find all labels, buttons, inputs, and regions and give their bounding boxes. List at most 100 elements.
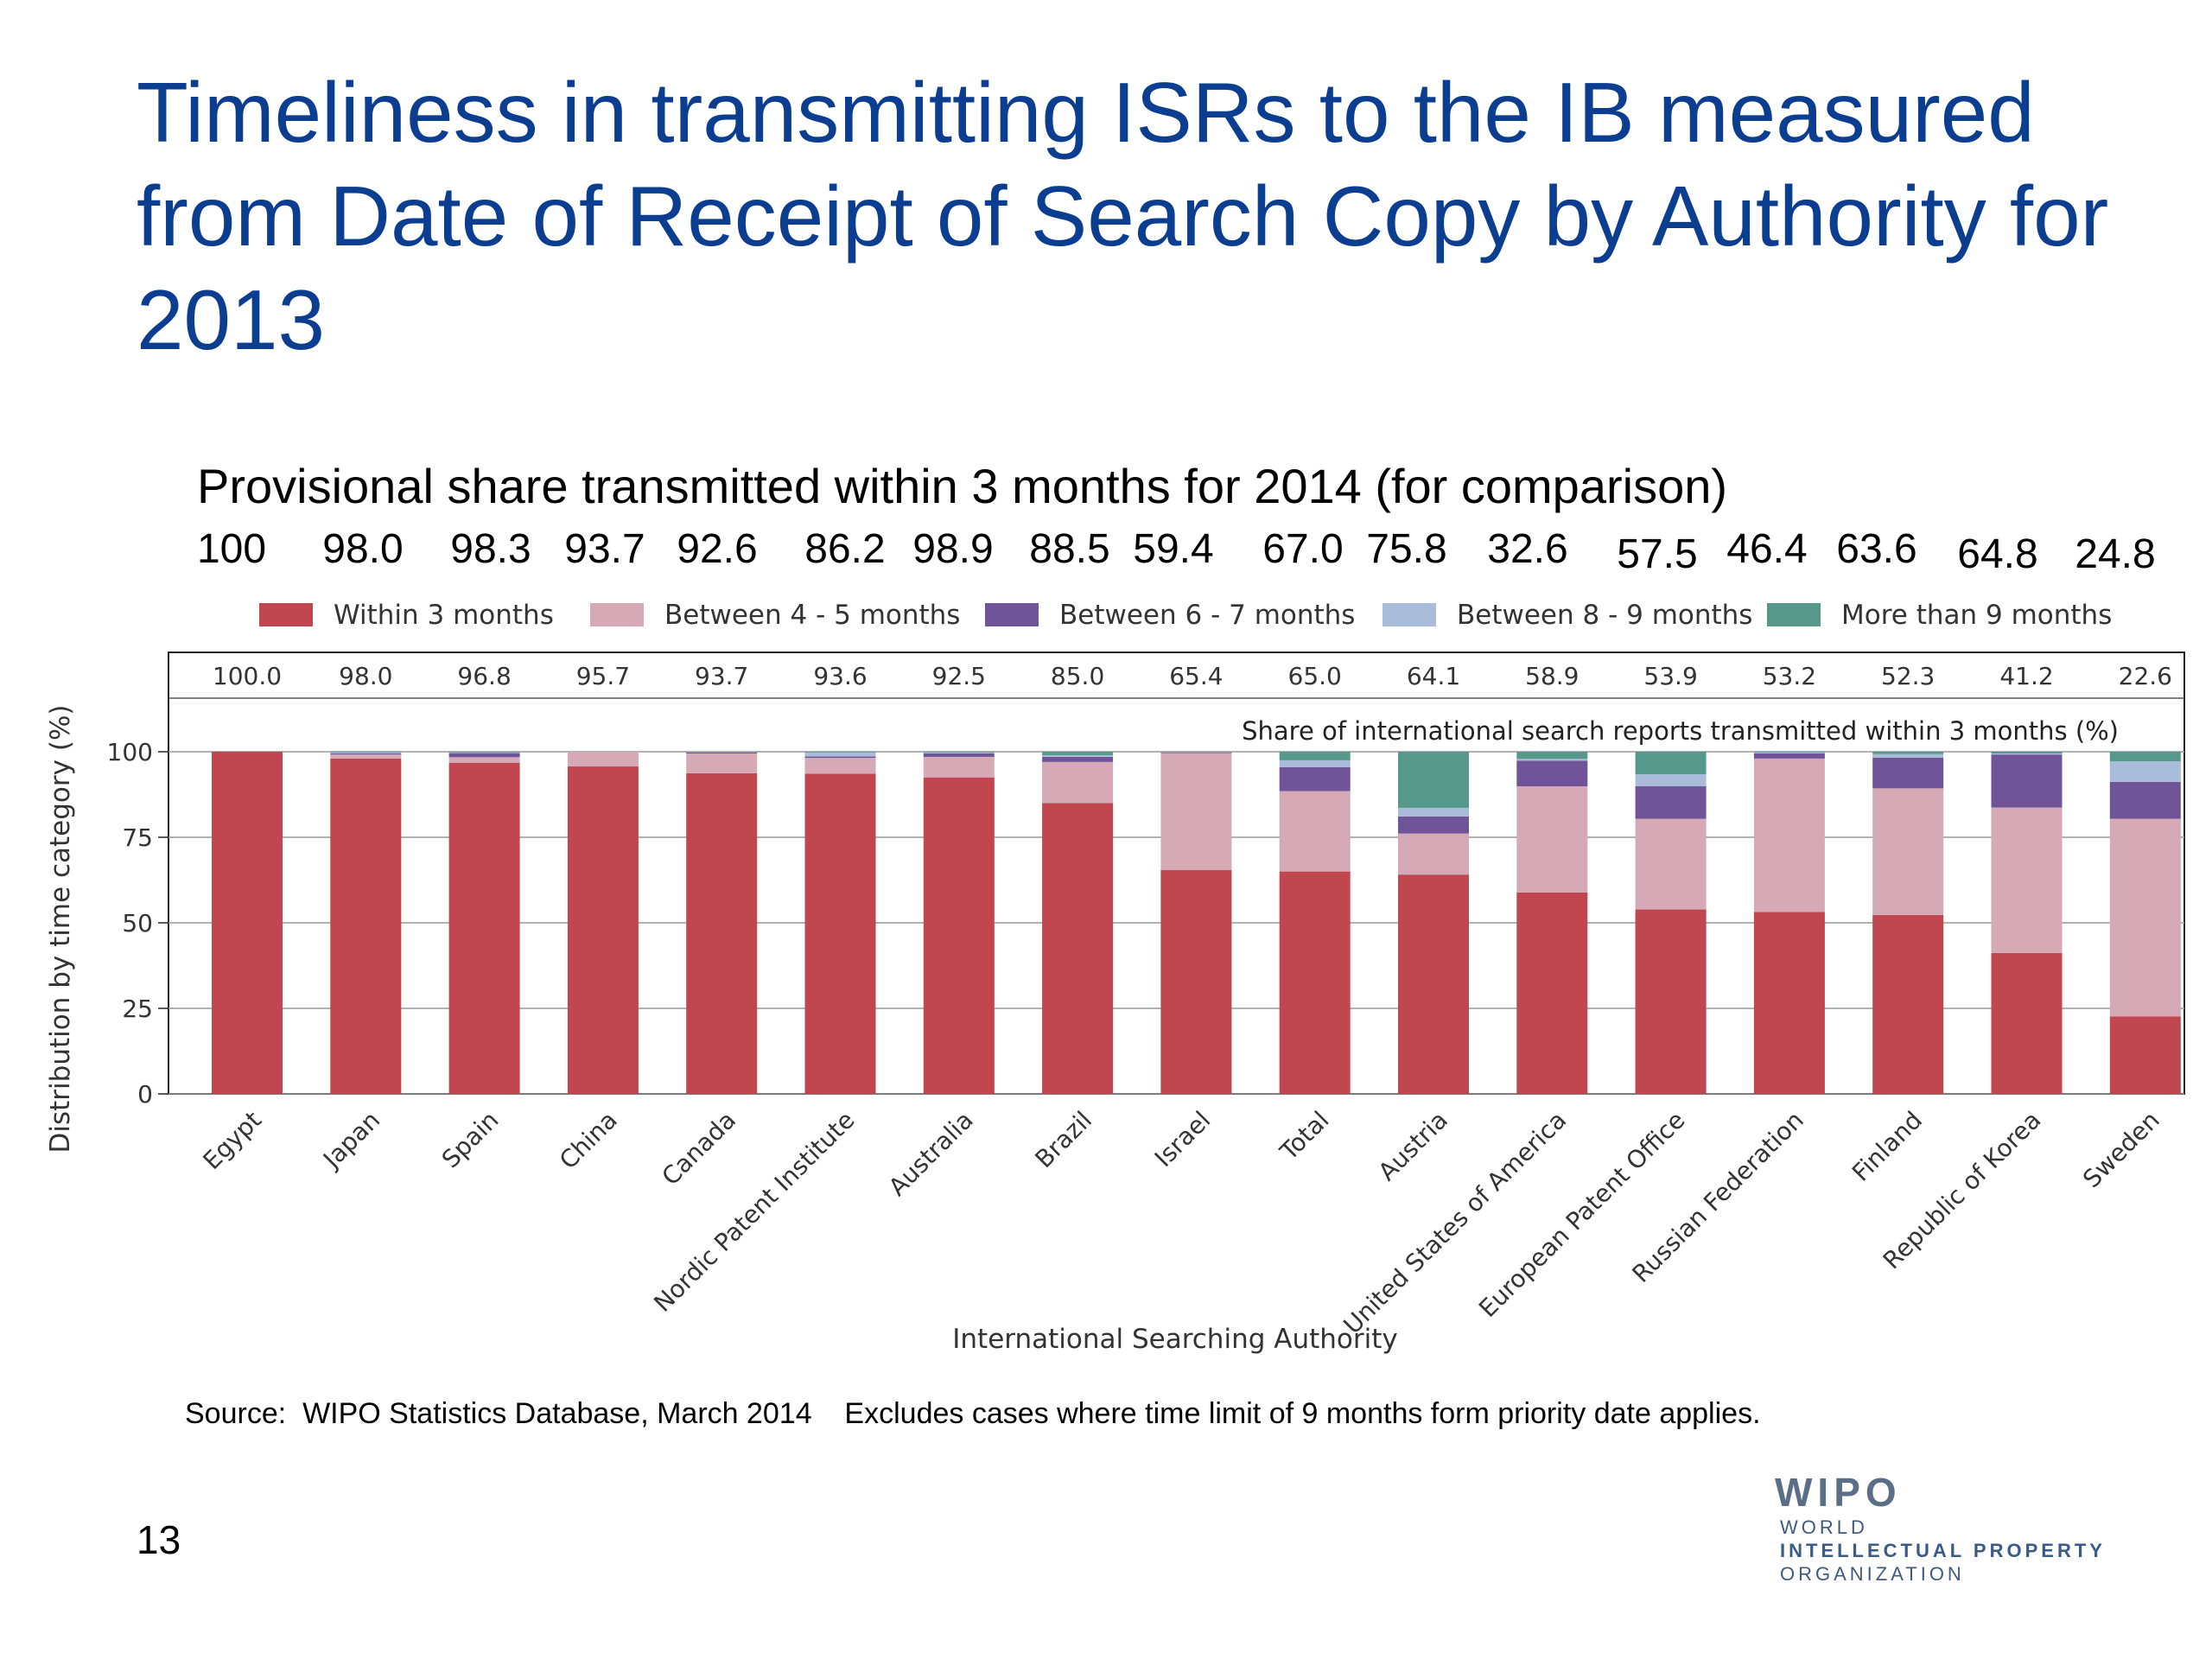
strip-value-4: 95.7 <box>576 662 630 690</box>
bar-15-series-5 <box>1872 752 1944 754</box>
strip-value-13: 53.9 <box>1643 662 1697 690</box>
bar-15-series-2 <box>1872 788 1944 915</box>
bar-13-series-4 <box>1635 774 1707 786</box>
bar-1-series-1 <box>212 752 283 1094</box>
bar-16-series-5 <box>1991 752 2063 753</box>
bar-2-series-3 <box>330 753 402 755</box>
strip-value-8: 85.0 <box>1051 662 1104 690</box>
strip-value-9: 65.4 <box>1169 662 1223 690</box>
bar-14-series-5 <box>1753 752 1825 753</box>
bar-10-series-5 <box>1279 752 1351 760</box>
x-tick-label-7: Australia <box>883 1106 979 1202</box>
y-tick-label-25: 25 <box>122 995 153 1023</box>
x-tick-label-17: Sweden <box>2077 1106 2165 1194</box>
legend-swatch-1 <box>259 603 313 626</box>
strip-value-3: 96.8 <box>457 662 511 690</box>
bar-8-series-3 <box>1042 756 1114 762</box>
bar-15-series-3 <box>1872 757 1944 789</box>
strip-value-6: 93.6 <box>813 662 867 690</box>
bar-13-series-1 <box>1635 909 1707 1094</box>
x-tick-label-4: China <box>554 1106 623 1175</box>
wipo-line-org: ORGANIZATION <box>1780 1563 1965 1585</box>
page-title: Timeliness in transmitting ISRs to the I… <box>137 65 2109 367</box>
strip-value-11: 64.1 <box>1407 662 1460 690</box>
bar-9-series-2 <box>1160 753 1232 871</box>
legend-label-5: More than 9 months <box>1841 600 2112 631</box>
x-tick-label-10: Total <box>1274 1106 1334 1166</box>
bar-6-series-1 <box>804 773 876 1094</box>
strip-value-7: 92.5 <box>932 662 986 690</box>
x-axis-title: International Searching Authority <box>952 1324 1397 1355</box>
stacked-bar-chart: Within 3 months Between 4 - 5 months Betwe… <box>45 600 2185 1355</box>
bar-11-series-5 <box>1398 752 1469 808</box>
bar-3-series-1 <box>448 762 520 1094</box>
bar-2-series-1 <box>330 758 402 1094</box>
provisional-value-7: 98.9 <box>912 526 994 572</box>
strip-value-14: 53.2 <box>1763 662 1816 690</box>
bar-3-series-5 <box>448 752 520 753</box>
x-tick-label-13: European Patent Office <box>1473 1106 1690 1323</box>
legend-label-3: Between 6 - 7 months <box>1059 600 1355 631</box>
provisional-value-10: 67.0 <box>1262 526 1344 572</box>
bar-7-series-3 <box>923 753 995 757</box>
y-tick-label-100: 100 <box>107 738 153 766</box>
wipo-line-world: WORLD <box>1780 1516 1868 1538</box>
provisional-value-11: 75.8 <box>1366 526 1447 572</box>
bar-17-series-4 <box>2109 761 2181 782</box>
provisional-value-15: 63.6 <box>1836 526 1917 572</box>
provisional-value-2: 98.0 <box>322 526 404 572</box>
legend-label-2: Between 4 - 5 months <box>664 600 960 631</box>
x-tick-label-12: United States of America <box>1338 1106 1573 1340</box>
bar-8-series-1 <box>1042 803 1114 1094</box>
y-tick-label-50: 50 <box>122 909 153 938</box>
strip-label: Share of international search reports tr… <box>1242 716 2119 746</box>
bar-6-series-4 <box>804 752 876 757</box>
bar-8-series-4 <box>1042 754 1114 757</box>
bar-3-series-2 <box>448 757 520 763</box>
bar-5-series-2 <box>686 753 758 773</box>
strip-value-17: 22.6 <box>2119 662 2172 690</box>
bar-12-series-1 <box>1516 892 1588 1094</box>
provisional-value-13: 57.5 <box>1617 531 1698 577</box>
strip-value-5: 93.7 <box>695 662 748 690</box>
bar-6-series-2 <box>804 758 876 774</box>
provisional-value-4: 93.7 <box>564 526 645 572</box>
legend-label-1: Within 3 months <box>334 600 554 631</box>
bar-8-series-5 <box>1042 752 1114 755</box>
bar-16-series-1 <box>1991 952 2063 1094</box>
x-tick-label-3: Spain <box>436 1106 505 1174</box>
bar-16-series-2 <box>1991 807 2063 953</box>
legend-swatch-4 <box>1382 603 1436 626</box>
slide-number: 13 <box>137 1517 181 1562</box>
bar-17-series-2 <box>2109 818 2181 1017</box>
bar-13-series-5 <box>1635 752 1707 775</box>
provisional-values-row: 100 98.0 98.3 93.7 92.6 86.2 98.9 88.5 59.4 67.0 7… <box>0 525 2212 586</box>
bar-12-series-2 <box>1516 785 1588 893</box>
bar-2-series-2 <box>330 754 402 759</box>
bar-11-series-2 <box>1398 833 1469 875</box>
bar-4-series-2 <box>567 752 639 767</box>
provisional-value-14: 46.4 <box>1726 526 1808 572</box>
source-note: Source: WIPO Statistics Database, March … <box>185 1397 1761 1430</box>
strip-value-12: 58.9 <box>1525 662 1579 690</box>
bar-15-series-1 <box>1872 914 1944 1094</box>
bar-6-series-5 <box>804 752 876 753</box>
bar-9-series-1 <box>1160 870 1232 1094</box>
bar-16-series-4 <box>1991 753 2063 755</box>
bar-13-series-3 <box>1635 785 1707 819</box>
bar-7-series-2 <box>923 756 995 778</box>
x-tick-label-11: Austria <box>1373 1106 1453 1186</box>
provisional-value-17: 24.8 <box>2075 531 2156 577</box>
provisional-heading: Provisional share transmitted within 3 m… <box>197 459 1727 513</box>
bar-10-series-2 <box>1279 791 1351 872</box>
y-axis-title: Distribution by time category (%) <box>45 705 76 1154</box>
bar-11-series-1 <box>1398 874 1469 1094</box>
x-tick-label-15: Finland <box>1847 1106 1928 1187</box>
provisional-value-3: 98.3 <box>450 526 531 572</box>
bar-12-series-3 <box>1516 760 1588 786</box>
bar-7-series-5 <box>923 752 995 753</box>
bar-3-series-3 <box>448 753 520 758</box>
x-tick-label-1: Egypt <box>197 1106 266 1175</box>
bar-11-series-3 <box>1398 816 1469 834</box>
strip-value-15: 52.3 <box>1881 662 1935 690</box>
